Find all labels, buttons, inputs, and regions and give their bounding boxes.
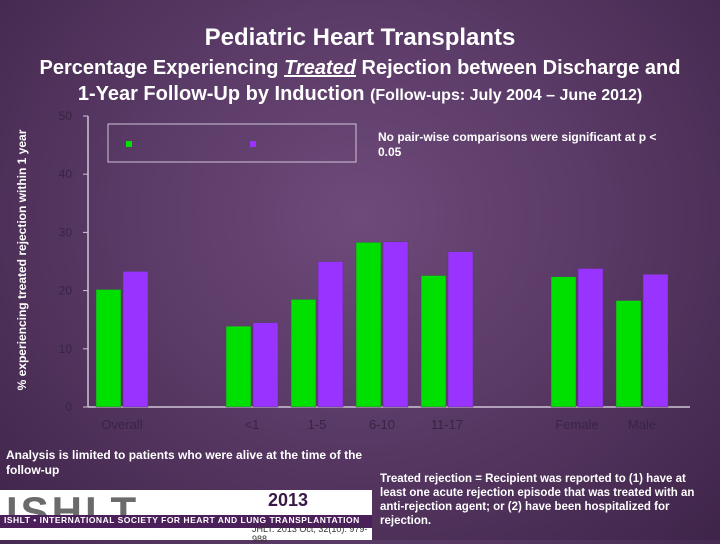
legend-box	[107, 123, 357, 163]
subtitle-post: Rejection between Discharge and	[355, 57, 681, 79]
ishlt-logo: ISHLT 2013 ISHLT • INTERNATIONAL SOCIETY…	[0, 488, 372, 544]
subtitle-followup: (Follow-ups: July 2004 – June 2012)	[370, 87, 643, 104]
subtitle-pre: Percentage Experiencing	[39, 57, 285, 79]
bar	[577, 268, 604, 408]
x-tick-label: <1	[245, 417, 260, 432]
bar	[95, 289, 122, 408]
x-tick-label: 11-17	[431, 417, 463, 432]
y-tick-label: 20	[59, 284, 73, 298]
x-tick-label: Male	[628, 417, 656, 432]
bar	[225, 325, 252, 408]
x-tick-label: Female	[555, 417, 598, 432]
analysis-note: Analysis is limited to patients who were…	[6, 448, 363, 477]
y-tick-label: 10	[59, 342, 73, 356]
y-tick-label: 0	[65, 400, 72, 414]
subtitle-line2: 1-Year Follow-Up by Induction	[77, 83, 371, 105]
bar	[420, 275, 447, 408]
x-tick-label: 1-5	[308, 417, 327, 432]
legend-swatch	[126, 141, 132, 147]
chart-title: Pediatric Heart Transplants	[204, 24, 516, 51]
bar	[317, 261, 344, 408]
logo-org-name: ISHLT • INTERNATIONAL SOCIETY FOR HEART …	[4, 515, 360, 525]
definition-note: Treated rejection = Recipient was report…	[380, 473, 695, 527]
x-tick-label: Overall	[101, 417, 142, 432]
bar	[290, 299, 317, 408]
bar	[382, 241, 409, 408]
logo-wordmark: ISHLT	[6, 488, 140, 535]
bar	[447, 251, 474, 408]
subtitle-em: Treated	[284, 57, 356, 79]
y-tick-label: 30	[59, 225, 73, 239]
logo-year: 2013	[268, 490, 309, 510]
legend-swatch	[250, 141, 256, 147]
logo-strip: ISHLT • INTERNATIONAL SOCIETY FOR HEART …	[0, 515, 372, 528]
citation: JHLT. 2013 Oct; 32(10): 979-988	[252, 524, 368, 544]
bar	[252, 322, 279, 408]
bar	[355, 242, 382, 408]
bar	[642, 274, 669, 408]
bar	[122, 271, 149, 408]
bar	[615, 300, 642, 408]
chart-subtitle: Percentage Experiencing Treated Rejectio…	[0, 55, 720, 109]
significance-note: No pair-wise comparisons were significan…	[378, 130, 657, 159]
x-tick-label: 6-10	[369, 417, 395, 432]
y-tick-label: 50	[59, 109, 73, 123]
bar	[550, 276, 577, 408]
y-tick-label: 40	[59, 167, 73, 181]
